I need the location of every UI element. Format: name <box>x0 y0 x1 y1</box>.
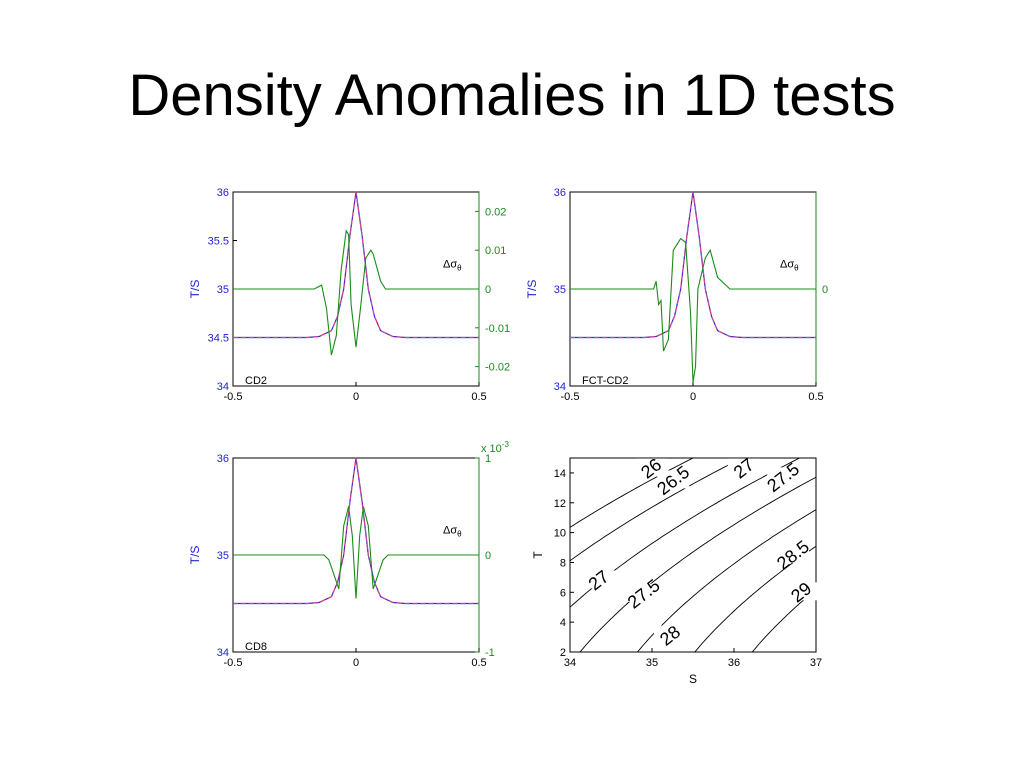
panel-label: CD2 <box>245 375 267 387</box>
contour-line-26.5 <box>570 458 744 562</box>
right-axis-multiplier: x 10-3 <box>481 440 509 455</box>
delta-sigma-label: Δσθ <box>443 259 462 273</box>
right-y-tick-label: 1 <box>485 453 491 465</box>
panel-label: FCT-CD2 <box>582 375 628 387</box>
y-tick-label: 34 <box>554 381 566 393</box>
right-y-tick-label: -0.02 <box>485 362 510 374</box>
y-tick-label: 36 <box>217 453 229 465</box>
contour-frame <box>569 457 817 653</box>
x-tick-label: 0 <box>353 391 359 403</box>
right-y-tick-label: -1 <box>485 647 495 659</box>
right-y-tick-label: 0.01 <box>485 245 506 257</box>
ts-dashed-line <box>233 457 479 605</box>
delta-sigma-subscript: θ <box>457 530 462 539</box>
slide-title: Density Anomalies in 1D tests <box>128 63 896 128</box>
contour-level-label: 28.5 <box>773 536 813 573</box>
y-tick-label: 35 <box>217 550 229 562</box>
y-tick-label: 6 <box>560 587 566 599</box>
density-anomaly-line <box>233 229 479 356</box>
contour-label-bg <box>785 582 818 601</box>
contour-line-26 <box>570 458 695 528</box>
y-tick-label: 8 <box>560 557 566 569</box>
multiplier-exponent: -3 <box>502 440 510 449</box>
ts-dashed-line <box>570 191 816 339</box>
contour-label-bg <box>582 570 615 589</box>
contour-line-27.5 <box>579 476 816 652</box>
contour-line-28 <box>636 509 816 652</box>
y-tick-label: 14 <box>554 468 566 480</box>
contour-label-bg <box>767 467 800 486</box>
contour-label-bg <box>654 625 687 644</box>
y-tick-label: 12 <box>554 498 566 510</box>
y-tick-label: 35.5 <box>208 236 229 248</box>
y-axis-label: T/S <box>525 280 539 299</box>
ts-dashed-line <box>233 191 479 339</box>
right-y-tick-label: 0 <box>485 284 491 296</box>
panel-label: CD8 <box>245 641 267 653</box>
right-y-tick-label: 0.02 <box>485 206 506 218</box>
x-tick-label: 36 <box>728 657 740 669</box>
y-tick-label: 36 <box>554 187 566 199</box>
contour-label-bg <box>627 583 660 602</box>
contour-line-28.5 <box>694 545 816 652</box>
contour-line-27 <box>570 458 801 608</box>
x-tick-label: -0.5 <box>561 391 580 403</box>
delta-sigma-subscript: θ <box>794 264 799 273</box>
x-tick-label: 34 <box>564 657 576 669</box>
y-tick-label: 36 <box>217 187 229 199</box>
y-tick-label: 35 <box>217 284 229 296</box>
x-tick-label: -0.5 <box>224 657 243 669</box>
contour-level-label: 27.5 <box>763 459 803 496</box>
x-tick-label: 0.5 <box>471 657 486 669</box>
right-y-tick-label: -0.01 <box>485 323 510 335</box>
x-tick-label: 35 <box>646 657 658 669</box>
y-axis-label: T/S <box>188 280 202 299</box>
delta-sigma-subscript: θ <box>457 264 462 273</box>
contour-level-label: 27.5 <box>624 575 664 612</box>
y-axis-label: T <box>531 551 545 559</box>
x-tick-label: 37 <box>810 657 822 669</box>
y-tick-label: 35 <box>554 284 566 296</box>
x-axis-label: S <box>689 672 697 686</box>
y-tick-label: 10 <box>554 528 566 540</box>
right-y-tick-label: 0 <box>485 550 491 562</box>
right-y-tick-label: 0 <box>822 284 828 296</box>
x-tick-label: 0.5 <box>808 391 823 403</box>
y-tick-label: 2 <box>560 647 566 659</box>
x-tick-label: 0 <box>690 391 696 403</box>
density-anomaly-line <box>570 237 816 383</box>
delta-sigma-label: Δσθ <box>443 525 462 539</box>
contour-line-29 <box>751 588 816 652</box>
y-tick-label: 34 <box>217 647 229 659</box>
y-tick-label: 34 <box>217 381 229 393</box>
contour-label-bg <box>777 545 810 563</box>
delta-sigma-label: Δσθ <box>780 259 799 273</box>
x-tick-label: -0.5 <box>224 391 243 403</box>
contour-label-bg <box>727 458 760 477</box>
contour-label-bg <box>657 470 690 489</box>
y-tick-label: 34.5 <box>208 333 229 345</box>
x-tick-label: 0 <box>353 657 359 669</box>
density-anomaly-line <box>233 506 479 599</box>
x-tick-label: 0.5 <box>471 391 486 403</box>
y-axis-label: T/S <box>188 546 202 565</box>
y-tick-label: 4 <box>560 617 566 629</box>
